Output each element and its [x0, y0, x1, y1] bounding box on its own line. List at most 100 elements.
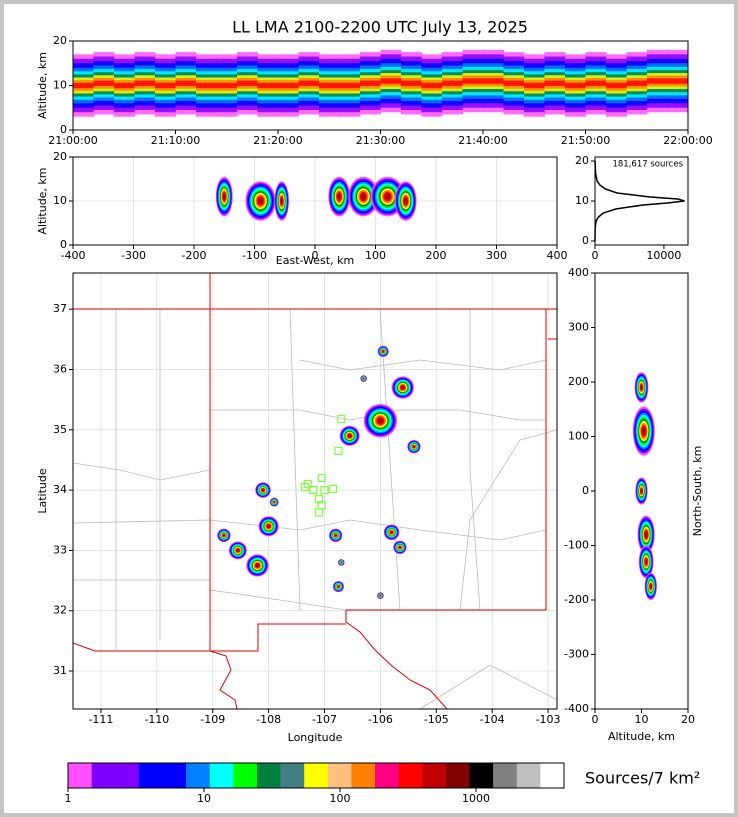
- density-band: [73, 82, 94, 89]
- colorbar-cell: [351, 763, 376, 788]
- y-tick-label: 0: [60, 238, 67, 251]
- density-band: [298, 80, 320, 86]
- station-marker: [309, 485, 318, 495]
- density-cell: [338, 194, 341, 199]
- plot-frame: [67, 762, 565, 789]
- density-band: [524, 82, 545, 89]
- density-clusters: [215, 176, 417, 221]
- x-axis-label: East-West, km: [276, 254, 354, 267]
- x-tick-label: 21:30:00: [356, 134, 405, 147]
- x-tick-label: 0: [592, 249, 599, 262]
- x-tick-label: 21:00:00: [48, 134, 97, 147]
- station-marker: [334, 446, 343, 455]
- station-marker: [314, 495, 324, 504]
- density-band: [216, 82, 238, 89]
- x-tick-label: 20: [681, 713, 695, 726]
- y-tick-label: 20: [53, 34, 67, 47]
- colorbar-cell: [280, 763, 305, 788]
- x-tick-label: 1000: [462, 792, 490, 805]
- plot-frame: [72, 156, 558, 246]
- density-cell: [281, 199, 283, 203]
- colorbar-cell: [422, 763, 447, 788]
- profile-line: [594, 160, 685, 242]
- x-axis-label: Longitude: [288, 731, 343, 744]
- x-tick-label: 200: [426, 249, 447, 262]
- x-tick-label: -100: [242, 249, 267, 262]
- x-tick-label: 21:10:00: [151, 134, 200, 147]
- y-tick-label: 0: [582, 484, 589, 497]
- colorbar-cell: [138, 763, 163, 788]
- density-band: [175, 80, 197, 86]
- density-band: [339, 82, 361, 89]
- y-tick-label: -100: [564, 539, 589, 552]
- density-cell: [642, 429, 645, 434]
- colorbar-cell: [469, 763, 494, 788]
- x-tick-label: -110: [144, 713, 169, 726]
- x-tick-label: -400: [61, 249, 86, 262]
- x-tick-label: 21:20:00: [253, 134, 302, 147]
- density-band: [606, 82, 627, 89]
- x-tick-label: 10000: [646, 249, 681, 262]
- y-tick-label: 35: [53, 423, 67, 436]
- density-cell: [640, 386, 643, 389]
- density-band: [565, 82, 586, 89]
- annotation: 181,617 sources: [612, 160, 683, 170]
- colorbar-cell: [375, 763, 399, 788]
- x-tick-label: -103: [536, 713, 561, 726]
- colorbar-cell: [516, 763, 541, 788]
- density-cell: [262, 489, 264, 491]
- density-cell: [645, 533, 647, 537]
- colorbar-cell: [68, 763, 92, 788]
- x-tick-label: 100: [365, 249, 386, 262]
- density-band: [93, 80, 115, 86]
- x-tick-label: -111: [88, 713, 113, 726]
- station-marker: [337, 414, 346, 424]
- density-band: [421, 82, 443, 89]
- density-band: [503, 80, 525, 86]
- y-tick-label: 20: [575, 154, 589, 167]
- density-cell: [640, 489, 643, 493]
- density-band: [401, 80, 422, 86]
- density-cell: [338, 586, 339, 588]
- x-tick-label: -109: [200, 713, 225, 726]
- y-tick-label: -300: [564, 648, 589, 661]
- density-cell: [340, 562, 342, 563]
- density-cell: [256, 564, 259, 567]
- y-tick-label: 32: [53, 604, 67, 617]
- density-cell: [404, 199, 407, 203]
- x-tick-label: -107: [312, 713, 337, 726]
- station-marker: [320, 485, 329, 495]
- x-tick-label: -105: [424, 713, 449, 726]
- density-cell: [645, 560, 647, 564]
- density-cell: [223, 194, 225, 199]
- x-tick-label: -200: [182, 249, 207, 262]
- station-marker: [328, 484, 337, 493]
- x-tick-label: 22:00:00: [663, 134, 712, 147]
- density-clusters: [632, 372, 657, 600]
- density-cell: [237, 549, 239, 552]
- density-cell: [335, 534, 337, 536]
- x-tick-label: 0: [312, 249, 319, 262]
- density-cell: [348, 434, 351, 437]
- density-cell: [362, 194, 365, 199]
- y-tick-label: 100: [568, 430, 589, 443]
- y-tick-label: 37: [53, 302, 67, 315]
- density-cell: [223, 534, 225, 536]
- density-band: [319, 82, 340, 89]
- x-tick-label: 1: [65, 792, 72, 805]
- x-tick-label: -300: [121, 249, 146, 262]
- station-marker: [303, 479, 312, 489]
- density-cell: [273, 501, 275, 503]
- colorbar-cell: [186, 763, 211, 788]
- x-tick-label: 21:50:00: [561, 134, 610, 147]
- colorbar-cell: [209, 763, 234, 788]
- density-cell: [380, 595, 381, 596]
- density-band: [585, 80, 607, 86]
- x-tick-label: 300: [486, 249, 507, 262]
- y-tick-label: 0: [60, 123, 67, 136]
- density-cell: [390, 531, 393, 533]
- y-tick-label: 20: [53, 150, 67, 163]
- plot-frame: [594, 272, 689, 710]
- plot-frame: [594, 156, 689, 246]
- density-band: [278, 82, 299, 89]
